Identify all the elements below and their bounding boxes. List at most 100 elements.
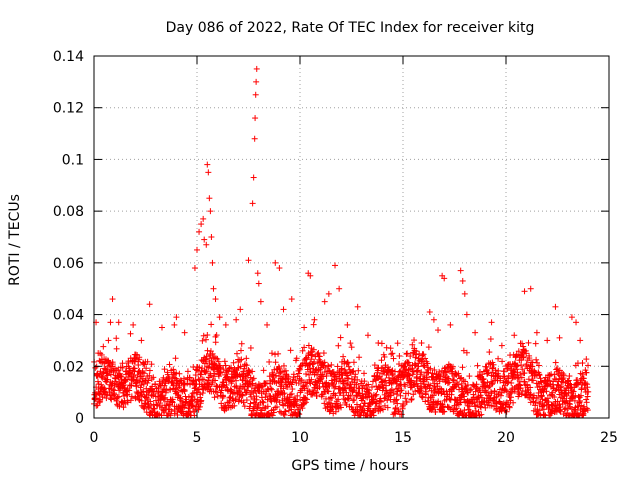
y-tick-label: 0.1 bbox=[62, 152, 84, 168]
data-point bbox=[447, 321, 454, 328]
data-point bbox=[252, 91, 259, 98]
x-tick-label: 25 bbox=[600, 430, 618, 446]
data-point bbox=[91, 394, 98, 401]
y-tick-label: 0.14 bbox=[53, 49, 84, 65]
data-point bbox=[466, 373, 473, 380]
data-point bbox=[247, 344, 254, 351]
data-point bbox=[472, 329, 479, 336]
data-point bbox=[133, 382, 140, 389]
y-tick-label: 0.06 bbox=[53, 256, 84, 272]
data-point bbox=[112, 378, 119, 385]
data-point bbox=[552, 303, 559, 310]
data-point bbox=[519, 340, 526, 347]
data-point bbox=[143, 365, 150, 372]
data-point bbox=[233, 350, 240, 357]
data-point bbox=[113, 345, 120, 352]
data-point bbox=[387, 345, 394, 352]
data-point bbox=[474, 362, 481, 369]
data-point bbox=[172, 355, 179, 362]
data-point bbox=[160, 396, 167, 403]
data-point bbox=[498, 342, 505, 349]
data-point bbox=[146, 367, 153, 374]
data-point bbox=[393, 391, 400, 398]
data-point bbox=[135, 396, 142, 403]
data-point bbox=[552, 359, 559, 366]
data-point bbox=[196, 228, 203, 235]
data-point bbox=[233, 377, 240, 384]
data-point bbox=[250, 375, 257, 382]
data-point bbox=[204, 161, 211, 168]
y-tick-label: 0.08 bbox=[53, 204, 84, 220]
data-point bbox=[268, 398, 275, 405]
data-point bbox=[124, 391, 131, 398]
data-point bbox=[148, 361, 155, 368]
data-point bbox=[109, 296, 116, 303]
data-point bbox=[266, 358, 273, 365]
data-point bbox=[332, 262, 339, 269]
data-point bbox=[241, 385, 248, 392]
data-point bbox=[487, 336, 494, 343]
data-point bbox=[237, 347, 244, 354]
data-point bbox=[205, 169, 212, 176]
data-point bbox=[214, 393, 221, 400]
data-point bbox=[214, 355, 221, 362]
data-point bbox=[246, 369, 253, 376]
data-point bbox=[109, 361, 116, 368]
data-point bbox=[378, 357, 385, 364]
data-points bbox=[91, 65, 592, 419]
data-point bbox=[213, 332, 220, 339]
data-point bbox=[209, 259, 216, 266]
data-point bbox=[247, 400, 254, 407]
data-point bbox=[158, 392, 165, 399]
data-point bbox=[222, 362, 229, 369]
x-axis-label: GPS time / hours bbox=[291, 458, 408, 474]
data-point bbox=[276, 265, 283, 272]
data-point bbox=[100, 343, 107, 350]
data-point bbox=[408, 396, 415, 403]
data-point bbox=[121, 393, 128, 400]
data-point bbox=[114, 394, 121, 401]
data-point bbox=[206, 195, 213, 202]
data-point bbox=[227, 386, 234, 393]
data-point bbox=[207, 372, 214, 379]
data-point bbox=[176, 394, 183, 401]
data-point bbox=[131, 365, 138, 372]
data-point bbox=[203, 241, 210, 248]
y-tick-label: 0.04 bbox=[53, 308, 84, 324]
data-point bbox=[97, 398, 104, 405]
data-point bbox=[556, 334, 563, 341]
data-point bbox=[573, 319, 580, 326]
data-point bbox=[184, 380, 191, 387]
data-point bbox=[119, 364, 126, 371]
data-point bbox=[211, 370, 218, 377]
data-point bbox=[191, 412, 198, 419]
data-point bbox=[174, 412, 181, 419]
data-point bbox=[200, 215, 207, 222]
data-point bbox=[495, 355, 502, 362]
data-point bbox=[212, 339, 219, 346]
data-point bbox=[118, 398, 125, 405]
x-tick-label: 20 bbox=[497, 430, 515, 446]
data-point bbox=[141, 361, 148, 368]
data-point bbox=[348, 344, 355, 351]
data-point bbox=[136, 354, 143, 361]
data-point bbox=[344, 321, 351, 328]
data-point bbox=[389, 350, 396, 357]
data-point bbox=[210, 373, 217, 380]
data-point bbox=[212, 296, 219, 303]
data-point bbox=[176, 370, 183, 377]
data-point bbox=[583, 396, 590, 403]
chart-title: Day 086 of 2022, Rate Of TEC Index for r… bbox=[166, 20, 535, 36]
data-point bbox=[127, 330, 134, 337]
data-point bbox=[203, 353, 210, 360]
plot-frame bbox=[93, 55, 610, 419]
data-point bbox=[145, 377, 152, 384]
data-point bbox=[253, 65, 260, 72]
data-point bbox=[201, 236, 208, 243]
data-point bbox=[459, 364, 466, 371]
data-point bbox=[194, 389, 201, 396]
data-point bbox=[264, 321, 271, 328]
data-point bbox=[198, 397, 205, 404]
data-point bbox=[320, 350, 327, 357]
